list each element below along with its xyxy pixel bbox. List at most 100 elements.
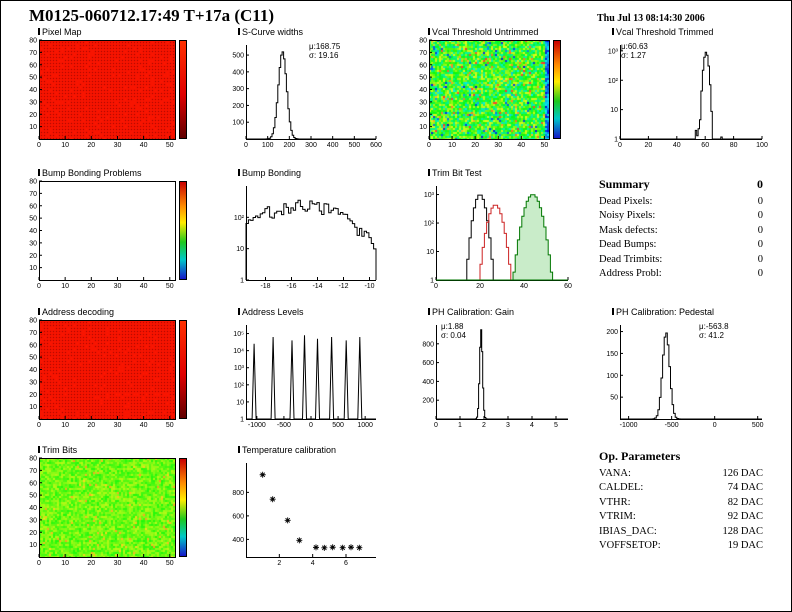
svg-text:40: 40 — [140, 142, 148, 149]
svg-text:10: 10 — [61, 142, 69, 149]
pixel_map-colorbar — [179, 40, 187, 139]
vcal-untrimmed-chart: 0 10 20 30 40 50 10 20 30 40 50 60 70 80 — [413, 38, 573, 151]
trim_bits-heatmap-canvas — [39, 458, 175, 557]
svg-text:-14: -14 — [312, 283, 322, 290]
address_levels-svg: -1000 -500 0 500 1000 1 10 10² 10³ 10⁴ 10⁵ — [233, 325, 376, 429]
plot-address-decoding: Address decoding 0 10 20 30 40 50 10 20 30 40 50 60… — [23, 307, 199, 431]
plot-title-text: PH Calibration: Gain — [432, 307, 515, 317]
summary-heading: Summary — [599, 177, 650, 191]
svg-text:0: 0 — [37, 283, 41, 290]
vcal-trimmed-chart: 0 20 40 60 80 100 1 10 10² 10³ — [597, 38, 768, 151]
svg-text:2: 2 — [482, 422, 486, 429]
stats-box: μ:1.88 σ: 0.04 — [441, 322, 466, 340]
svg-text:60: 60 — [29, 342, 37, 349]
plot-title-text: Address Levels — [242, 307, 304, 317]
svg-text:300: 300 — [232, 86, 244, 93]
op-parameters-panel: Op. Parameters VANA: 126 DAC CALDEL: 74 DA… — [599, 449, 763, 551]
op-parameters-heading-row: Op. Parameters — [599, 449, 763, 464]
svg-text:400: 400 — [327, 142, 339, 149]
scurve_widths-svg: 0 100 200 300 400 500 600 100 200 300 400 500 — [232, 45, 382, 149]
svg-text:50: 50 — [29, 216, 37, 223]
stats-sigma: σ: 41.2 — [699, 331, 724, 340]
svg-text:100: 100 — [756, 142, 768, 149]
svg-text:40: 40 — [517, 142, 525, 149]
svg-text:40: 40 — [29, 367, 37, 374]
svg-text:50: 50 — [166, 142, 174, 149]
svg-text:20: 20 — [29, 253, 37, 260]
vcal_untrimmed-svg: 0 10 20 30 40 50 10 20 30 40 50 60 70 80 — [419, 38, 550, 149]
svg-text:60: 60 — [701, 142, 709, 149]
trimbit-test-chart: 0 20 40 60 1 10 10² 10³ — [413, 179, 573, 292]
trim-bits-chart: 0 10 20 30 40 50 10 20 30 40 50 60 70 80 — [23, 456, 199, 569]
svg-text:1: 1 — [240, 417, 244, 424]
plot-title: Vcal Threshold Untrimmed — [413, 27, 573, 38]
plot-trimbit-test: Trim Bit Test 0 20 40 60 1 10 10² 10³ — [413, 168, 573, 292]
bump_problems-svg: 0 10 20 30 40 50 10 20 30 40 50 60 70 80 — [29, 179, 176, 290]
plot-title: Pixel Map — [23, 27, 199, 38]
plot-pixel-map: Pixel Map 0 10 20 30 40 50 10 20 30 40 50 60 70 80 — [23, 27, 199, 151]
svg-text:100: 100 — [232, 120, 244, 127]
svg-text:40: 40 — [520, 283, 528, 290]
svg-text:30: 30 — [114, 142, 122, 149]
svg-text:800: 800 — [232, 490, 244, 497]
plot-scurve-widths: S-Curve widths 0 100 200 300 400 500 600 100 200… — [223, 27, 382, 151]
summary-row: Address Probl: 0 — [599, 268, 763, 279]
summary-row: Dead Bumps: 0 — [599, 239, 763, 250]
svg-text:20: 20 — [29, 530, 37, 537]
op-param-row: VTHR: 82 DAC — [599, 496, 763, 508]
plot-bump-bonding: Bump Bonding -18 -16 -14 -12 -10 1 10 10² — [223, 168, 381, 292]
summary-heading-row: Summary 0 — [599, 177, 763, 192]
svg-text:600: 600 — [232, 513, 244, 520]
svg-text:60: 60 — [29, 203, 37, 210]
plot-title-text: Vcal Threshold Trimmed — [616, 27, 714, 37]
svg-text:40: 40 — [140, 283, 148, 290]
svg-text:10: 10 — [448, 142, 456, 149]
svg-text:70: 70 — [29, 330, 37, 337]
plot-title: Trim Bit Test — [413, 168, 573, 179]
svg-text:200: 200 — [422, 398, 434, 405]
svg-text:60: 60 — [564, 283, 572, 290]
svg-text:30: 30 — [29, 517, 37, 524]
svg-text:30: 30 — [494, 142, 502, 149]
svg-text:300: 300 — [305, 142, 317, 149]
stats-sigma: σ: 1.27 — [621, 51, 646, 60]
svg-text:100: 100 — [262, 142, 274, 149]
svg-text:10²: 10² — [608, 78, 619, 85]
address-decoding-chart: 0 10 20 30 40 50 10 20 30 40 50 60 70 80 — [23, 318, 199, 431]
plot-title: Bump Bonding — [223, 168, 381, 179]
op-param-row: VOFFSETOP: 19 DAC — [599, 540, 763, 551]
stats-box: μ:168.75 σ: 19.16 — [309, 42, 340, 60]
stats-mu: μ:168.75 — [309, 42, 341, 51]
svg-text:10³: 10³ — [424, 192, 435, 199]
page-title: M0125-060712.17:49 T+17a (C11) — [29, 6, 274, 25]
plot-title: Trim Bits — [23, 445, 199, 456]
plot-title-text: S-Curve widths — [242, 27, 304, 37]
plot-ph-pedestal: PH Calibration: Pedestal -1000 -500 0 500 50… — [597, 307, 767, 431]
svg-text:30: 30 — [114, 422, 122, 429]
svg-text:20: 20 — [476, 283, 484, 290]
svg-text:80: 80 — [29, 38, 37, 45]
svg-text:1: 1 — [458, 422, 462, 429]
svg-text:10: 10 — [61, 422, 69, 429]
svg-text:20: 20 — [87, 560, 95, 567]
svg-text:50: 50 — [540, 142, 548, 149]
svg-text:50: 50 — [419, 75, 427, 82]
svg-text:20: 20 — [87, 422, 95, 429]
summary-row: Mask defects: 0 — [599, 224, 763, 236]
trimbit_test-svg: 0 20 40 60 1 10 10² 10³ — [424, 186, 572, 290]
svg-text:80: 80 — [29, 318, 37, 325]
plot-title-text: Trim Bits — [42, 445, 78, 455]
svg-text:10⁴: 10⁴ — [233, 348, 244, 355]
svg-text:600: 600 — [422, 360, 434, 367]
svg-text:20: 20 — [87, 283, 95, 290]
svg-text:3: 3 — [506, 422, 510, 429]
svg-text:10: 10 — [419, 124, 427, 131]
svg-text:20: 20 — [419, 112, 427, 119]
title-marker — [428, 169, 430, 176]
plot-address-levels: Address Levels -1000 -500 0 500 1000 1 10 10² 10… — [223, 307, 381, 431]
plot-title-text: Address decoding — [42, 307, 115, 317]
svg-text:70: 70 — [29, 468, 37, 475]
plot-title-text: Bump Bonding — [242, 168, 302, 178]
svg-text:50: 50 — [166, 283, 174, 290]
svg-text:500: 500 — [232, 53, 244, 60]
